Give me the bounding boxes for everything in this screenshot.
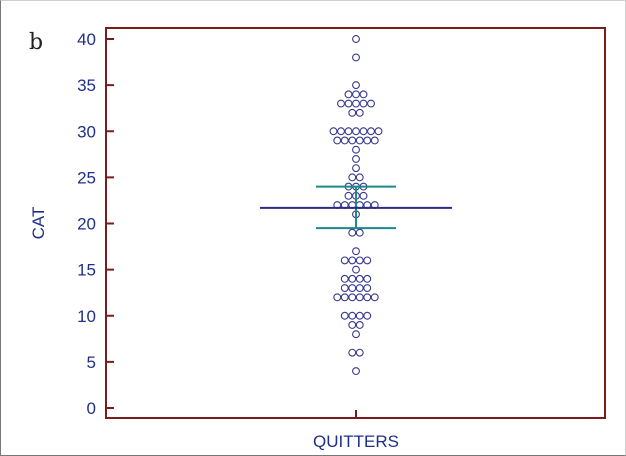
data-point [355,321,364,329]
data-point [355,108,364,117]
data-point [348,311,357,320]
summary-lines [260,185,452,230]
data-point [348,348,357,357]
y-tick-label: 35 [77,76,96,95]
data-point [352,127,360,136]
data-point [355,228,364,237]
data-point [344,99,353,108]
data-point [359,191,368,200]
y-tick-label: 30 [77,122,96,141]
data-point [329,127,338,136]
y-tick-label: 20 [77,215,96,234]
data-point [352,99,360,108]
data-point [352,53,360,62]
data-point [355,256,364,265]
data-point [363,284,372,293]
data-point [355,293,364,302]
data-point [337,127,345,136]
data-point [352,330,360,339]
data-point [359,90,368,99]
y-tick-label: 40 [77,30,96,49]
y-axis-ticks: 0 5 10 15 20 25 30 35 40 [77,30,114,418]
data-point [348,173,357,182]
data-point [355,348,364,357]
data-point [352,367,360,376]
data-point [333,136,342,145]
data-point [352,265,360,274]
data-point [352,145,360,154]
data-point [359,99,368,108]
data-point [363,274,372,283]
data-point [367,99,375,108]
data-point [348,321,357,329]
y-tick-label: 10 [77,307,96,326]
panel-label: b [29,30,44,55]
data-point [348,108,357,117]
data-point [363,311,372,320]
y-axis-label: CAT [29,207,48,240]
data-point [352,154,360,163]
data-point [355,311,364,320]
data-point [363,293,372,302]
data-point [340,311,349,320]
data-point [340,136,349,145]
data-point [340,284,349,293]
data-point [344,90,353,99]
x-category-label: QUITTERS [313,432,399,451]
y-tick-label: 0 [87,399,96,418]
y-tick-label: 5 [87,353,96,372]
data-point [344,127,353,136]
data-point [337,99,345,108]
data-point [348,228,357,237]
data-point [333,293,342,302]
data-point [367,127,375,136]
data-point [370,136,379,145]
data-point [352,35,360,43]
data-point [348,284,357,293]
data-point [344,191,353,200]
y-tick-label: 25 [77,168,96,187]
data-point [355,136,364,145]
x-axis-categories: QUITTERS [313,410,399,451]
data-point [348,293,357,302]
data-point [363,256,372,265]
data-point [352,247,360,256]
data-point [340,274,349,283]
data-point [359,127,368,136]
data-point [348,256,357,265]
data-point [363,136,372,145]
data-point [374,127,383,136]
data-point [352,90,360,99]
data-point [355,284,364,293]
data-point [352,81,360,90]
data-point [355,173,364,182]
y-tick-label: 15 [77,261,96,280]
data-point [348,274,357,283]
data-point [340,293,349,302]
data-point [352,164,360,173]
data-point [370,293,379,302]
data-point [340,256,349,265]
data-point [355,274,364,283]
data-point [348,136,357,145]
